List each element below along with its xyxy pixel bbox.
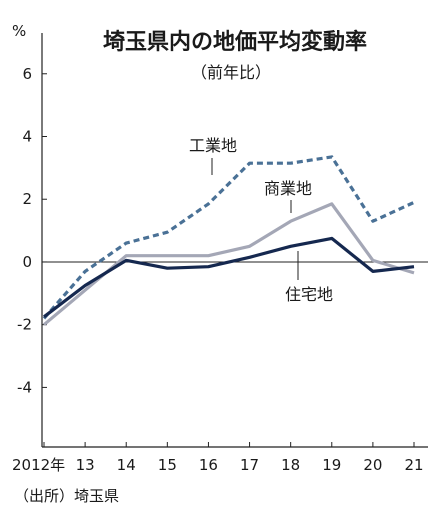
x-tick-label: 2012年 — [12, 456, 65, 474]
y-tick-label: -4 — [17, 378, 32, 396]
y-tick-label: 0 — [22, 253, 32, 271]
chart-subtitle: （前年比） — [191, 63, 271, 82]
y-tick-label: -2 — [17, 316, 32, 334]
y-unit-label: % — [12, 22, 26, 40]
series-line-1 — [42, 202, 415, 326]
series-label-2: 住宅地 — [285, 285, 333, 304]
x-tick-label: 21 — [404, 456, 423, 474]
y-tick-label: 2 — [22, 190, 32, 208]
series-label-0: 工業地 — [189, 136, 237, 155]
y-tick-label: 6 — [22, 65, 32, 83]
x-tick-label: 16 — [199, 456, 218, 474]
series-layer — [42, 155, 415, 326]
x-tick-label: 14 — [117, 456, 136, 474]
x-tick-label: 15 — [158, 456, 177, 474]
x-tick-label: 17 — [240, 456, 259, 474]
x-tick-label: 18 — [281, 456, 300, 474]
chart-title: 埼玉県内の地価平均変動率 — [103, 29, 367, 55]
series-line-2 — [43, 236, 415, 319]
y-tick-label: 4 — [22, 128, 32, 146]
source-note: （出所）埼玉県 — [14, 487, 119, 505]
series-label-1: 商業地 — [264, 179, 312, 198]
x-tick-label: 19 — [322, 456, 341, 474]
x-tick-label: 20 — [363, 456, 382, 474]
x-tick-label: 13 — [76, 456, 95, 474]
series-line-0 — [42, 155, 415, 320]
